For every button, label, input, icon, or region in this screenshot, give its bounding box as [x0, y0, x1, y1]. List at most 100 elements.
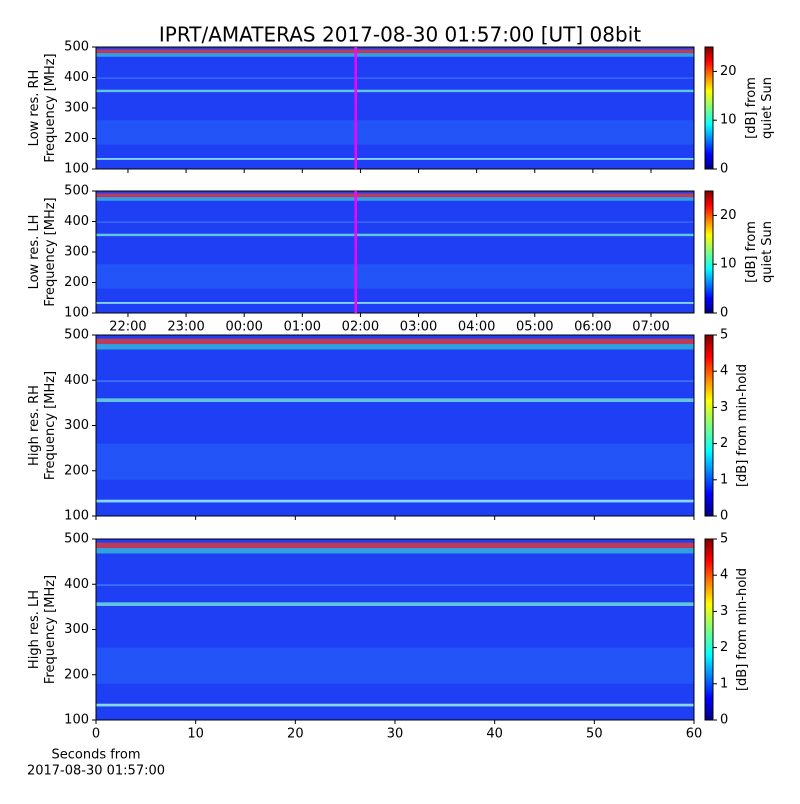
colorbar — [704, 538, 714, 721]
y-tick-label: 200 — [64, 275, 89, 290]
spectrogram-feature — [96, 344, 694, 350]
spectrogram-feature — [96, 120, 694, 145]
x-tick-label: 30 — [387, 727, 404, 742]
y-tick-label: 100 — [64, 509, 89, 524]
y-axis-label-line: Frequency [MHz] — [43, 575, 58, 684]
y-tick-label: 500 — [64, 184, 89, 199]
spectrogram-feature — [96, 338, 694, 345]
x-tick-label: 02:00 — [342, 320, 379, 335]
colorbar — [704, 334, 714, 517]
colorbar-tick-label: 0 — [720, 713, 728, 728]
y-axis-label: High res. RHFrequency [MHz] — [27, 371, 58, 480]
colorbar — [704, 46, 714, 170]
colorbar-tick-label: 4 — [720, 568, 728, 583]
x-tick-label: 04:00 — [458, 320, 495, 335]
spectrogram-feature — [96, 53, 694, 57]
y-axis-label-line: High res. RH — [27, 385, 42, 466]
colorbar-tick-label: 4 — [720, 364, 728, 379]
colorbar-label-line: quiet Sun — [760, 77, 775, 139]
y-axis-label: Low res. LHFrequency [MHz] — [27, 197, 58, 306]
y-axis-label-line: Low res. LH — [27, 215, 42, 290]
spectrogram-feature — [96, 602, 694, 606]
y-tick-label: 100 — [64, 713, 89, 728]
spectrogram-feature — [96, 233, 694, 237]
colorbar-label-line: [dB] from min-hold — [735, 568, 750, 691]
colorbar-tick-label: 0 — [720, 306, 728, 321]
y-tick-label: 500 — [64, 40, 89, 55]
y-tick-label: 300 — [64, 622, 89, 637]
y-tick-label: 400 — [64, 214, 89, 229]
spectrogram-feature — [96, 647, 694, 684]
spectrogram-feature — [96, 302, 694, 304]
x-tick-label: 23:00 — [167, 320, 204, 335]
y-tick-label: 500 — [64, 532, 89, 547]
spectrogram-feature — [96, 264, 694, 289]
spectrogram — [96, 539, 694, 720]
colorbar-tick-label: 2 — [720, 640, 728, 655]
y-axis-label-line: Frequency [MHz] — [43, 197, 58, 306]
spectrogram-feature — [96, 89, 694, 93]
x-tick-label: 10 — [187, 727, 204, 742]
x-tick-label: 03:00 — [400, 320, 437, 335]
colorbar-tick-label: 5 — [720, 532, 728, 547]
y-axis-label: High res. LHFrequency [MHz] — [27, 575, 58, 684]
spectrogram-feature — [96, 380, 694, 383]
colorbar — [704, 190, 714, 314]
colorbar-tick-label: 5 — [720, 328, 728, 343]
y-tick-label: 400 — [64, 577, 89, 592]
x-tick-label: 50 — [586, 727, 603, 742]
y-axis-label-line: High res. LH — [27, 590, 42, 669]
colorbar-label: [dB] from min-hold — [735, 364, 750, 487]
spectrogram-feature — [96, 584, 694, 587]
chart-title: IPRT/AMATERAS 2017-08-30 01:57:00 [UT] 0… — [159, 23, 641, 47]
spectrogram-feature — [96, 499, 694, 503]
colorbar-tick-label: 3 — [720, 604, 728, 619]
colorbar-label: [dB] from min-hold — [735, 568, 750, 691]
spectrogram — [96, 47, 694, 169]
colorbar-label-line: [dB] from — [744, 77, 759, 139]
y-axis-label: Low res. RHFrequency [MHz] — [27, 53, 58, 162]
y-axis-label-line: Frequency [MHz] — [43, 53, 58, 162]
y-tick-label: 100 — [64, 162, 89, 177]
colorbar-tick-label: 10 — [720, 257, 737, 272]
y-tick-label: 500 — [64, 328, 89, 343]
y-axis-label-line: Frequency [MHz] — [43, 371, 58, 480]
y-tick-label: 300 — [64, 245, 89, 260]
x-axis-label: 2017-08-30 01:57:00 — [27, 764, 165, 779]
y-tick-label: 200 — [64, 131, 89, 146]
spectrogram-feature — [96, 193, 694, 198]
x-tick-label: 05:00 — [516, 320, 553, 335]
spectrogram-feature — [96, 197, 694, 201]
x-tick-label: 40 — [486, 727, 503, 742]
y-tick-label: 100 — [64, 306, 89, 321]
x-tick-label: 06:00 — [574, 320, 611, 335]
x-tick-label: 0 — [92, 727, 100, 742]
colorbar-label: [dB] fromquiet Sun — [744, 221, 775, 283]
colorbar-label: [dB] fromquiet Sun — [744, 77, 775, 139]
colorbar-tick-label: 3 — [720, 400, 728, 415]
colorbar-tick-label: 2 — [720, 436, 728, 451]
y-axis-label-line: Low res. RH — [27, 70, 42, 147]
colorbar-tick-label: 0 — [720, 509, 728, 524]
colorbar-tick-label: 20 — [720, 64, 737, 79]
x-tick-label: 07:00 — [632, 320, 669, 335]
spectrogram-feature — [96, 548, 694, 554]
spectrogram-feature — [96, 158, 694, 160]
spectrogram-feature — [96, 443, 694, 480]
spectrogram-feature — [96, 398, 694, 402]
colorbar-tick-label: 20 — [720, 208, 737, 223]
x-axis-label: Seconds from — [51, 748, 140, 763]
spectrogram-feature — [96, 77, 694, 79]
spectrogram-feature — [96, 703, 694, 707]
x-tick-label: 20 — [287, 727, 304, 742]
colorbar-tick-label: 0 — [720, 162, 728, 177]
y-tick-label: 300 — [64, 418, 89, 433]
y-tick-label: 300 — [64, 101, 89, 116]
spectrogram — [96, 191, 694, 313]
x-tick-label: 60 — [686, 727, 703, 742]
spectrogram-feature — [96, 49, 694, 54]
spectrogram-feature — [96, 542, 694, 549]
colorbar-tick-label: 1 — [720, 472, 728, 487]
colorbar-label-line: [dB] from min-hold — [735, 364, 750, 487]
